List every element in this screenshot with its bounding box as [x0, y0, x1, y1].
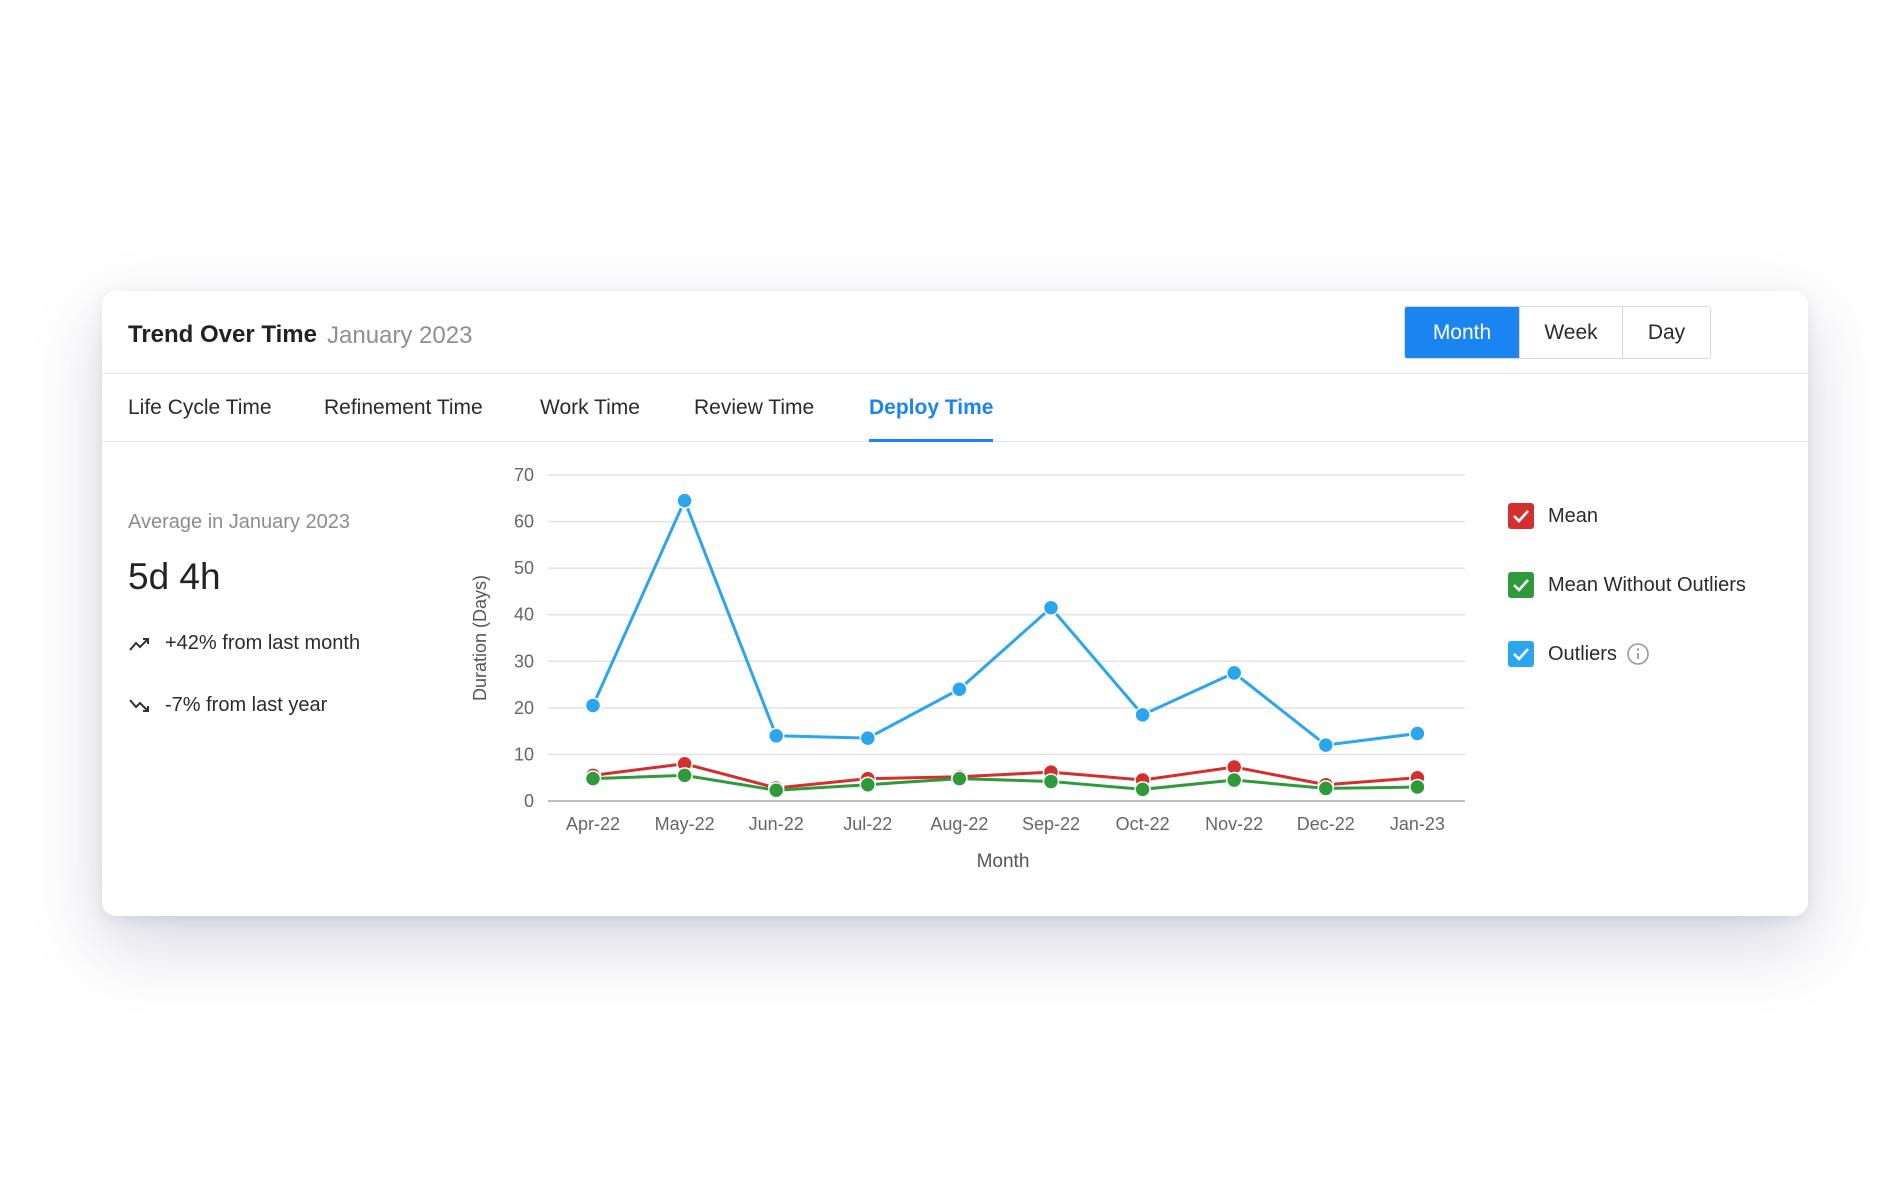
data-point-outliers[interactable] — [1409, 725, 1426, 742]
tab-work-time[interactable]: Work Time — [540, 396, 640, 419]
series-line-mean — [592, 762, 1418, 790]
y-tick-label: 60 — [514, 512, 534, 532]
granularity-month-button[interactable]: Month — [1405, 307, 1519, 358]
x-tick-label: Aug-22 — [930, 814, 988, 834]
trend-month-text: +42% from last month — [165, 632, 361, 654]
data-point-mean-without-outliers[interactable] — [1225, 771, 1243, 789]
y-tick-label: 20 — [514, 698, 534, 718]
data-point-outliers[interactable] — [767, 727, 785, 745]
legend-mean-label: Mean — [1548, 504, 1599, 527]
tab-life-cycle-time[interactable]: Life Cycle Time — [128, 396, 272, 419]
data-point-outliers[interactable] — [1317, 736, 1335, 754]
data-point-mean-without-outliers[interactable] — [1042, 773, 1060, 790]
data-point-mean-without-outliers[interactable] — [1317, 780, 1335, 797]
card-header: Trend Over Time January 2023 Month Week … — [102, 291, 1808, 374]
trending-down-icon — [129, 698, 149, 712]
y-tick-label: 10 — [514, 744, 534, 764]
info-icon[interactable] — [1626, 642, 1650, 666]
check-icon — [1513, 579, 1529, 592]
tab-review-time[interactable]: Review Time — [694, 396, 815, 419]
average-value: 5d 4h — [128, 556, 221, 597]
trend-year: -7% from last year — [128, 694, 327, 717]
trend-card: Trend Over Time January 2023 Month Week … — [102, 291, 1808, 916]
series-line-mean-without-outliers — [592, 773, 1418, 792]
data-point-mean-without-outliers[interactable] — [951, 770, 968, 787]
average-label: Average in January 2023 — [128, 511, 351, 533]
legend-mean-without-outliers[interactable]: Mean Without Outliers — [1508, 572, 1746, 598]
tab-deploy-time[interactable]: Deploy Time — [869, 374, 994, 442]
x-tick-label: Jun-22 — [749, 814, 804, 834]
y-tick-label: 30 — [514, 651, 534, 671]
legend-mean-without-outliers-checkbox[interactable] — [1508, 572, 1534, 598]
trending-up-icon — [129, 637, 149, 651]
data-point-mean-without-outliers[interactable] — [859, 776, 877, 793]
data-point-outliers[interactable] — [951, 680, 968, 698]
data-point-outliers[interactable] — [859, 729, 877, 747]
check-icon — [1513, 510, 1529, 523]
x-tick-label: Apr-22 — [566, 814, 620, 834]
granularity-day-button[interactable]: Day — [1622, 307, 1710, 358]
series-line-outliers — [591, 496, 1418, 747]
metric-tabs: Life Cycle Time Refinement Time Work Tim… — [102, 374, 1808, 442]
x-tick-label: Sep-22 — [1022, 814, 1080, 834]
legend-mean-without-outliers-label: Mean Without Outliers — [1548, 573, 1746, 596]
data-point-outliers[interactable] — [584, 697, 602, 714]
y-tick-label: 0 — [524, 791, 534, 811]
x-axis-label: Month — [977, 851, 1030, 872]
y-tick-label: 40 — [514, 605, 534, 625]
data-point-outliers[interactable] — [1134, 706, 1151, 724]
legend-outliers[interactable]: Outliers — [1508, 641, 1650, 667]
x-tick-label: Oct-22 — [1116, 814, 1170, 834]
trend-month: +42% from last month — [128, 632, 360, 655]
x-tick-label: Dec-22 — [1297, 814, 1355, 834]
legend-mean-checkbox[interactable] — [1508, 503, 1534, 529]
data-point-mean-without-outliers[interactable] — [1134, 781, 1151, 798]
y-tick-label: 70 — [514, 465, 534, 485]
y-axis-label: Duration (Days) — [470, 575, 490, 701]
x-tick-label: Jan-23 — [1390, 814, 1445, 834]
granularity-week-button[interactable]: Week — [1519, 307, 1622, 358]
card-title: Trend Over Time — [128, 321, 317, 348]
tab-refinement-time[interactable]: Refinement Time — [324, 396, 483, 419]
data-point-mean-without-outliers[interactable] — [584, 770, 602, 787]
trend-year-text: -7% from last year — [165, 694, 328, 716]
x-tick-label: May-22 — [655, 814, 715, 834]
data-point-outliers[interactable] — [676, 492, 693, 509]
check-icon — [1513, 648, 1529, 661]
card-subtitle: January 2023 — [327, 322, 473, 349]
data-point-mean-without-outliers[interactable] — [767, 782, 785, 799]
granularity-toggle: Month Week Day — [1404, 306, 1711, 359]
legend-outliers-checkbox[interactable] — [1508, 641, 1534, 667]
x-tick-label: Nov-22 — [1205, 814, 1263, 834]
legend-mean[interactable]: Mean — [1508, 503, 1598, 529]
data-point-outliers[interactable] — [1042, 599, 1060, 616]
data-point-mean-without-outliers[interactable] — [676, 767, 693, 784]
y-tick-label: 50 — [514, 558, 534, 578]
legend-outliers-label: Outliers — [1548, 642, 1617, 665]
data-point-outliers[interactable] — [1225, 664, 1243, 682]
x-tick-label: Jul-22 — [843, 814, 892, 834]
data-point-mean-without-outliers[interactable] — [1409, 778, 1426, 796]
